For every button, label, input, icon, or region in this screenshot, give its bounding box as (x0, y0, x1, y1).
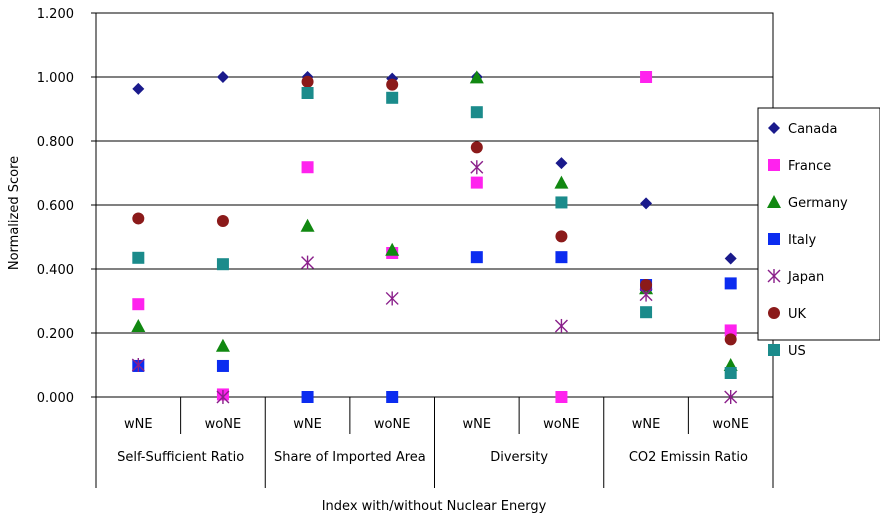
legend-label: US (788, 344, 806, 359)
y-axis-title: Normalized Score (7, 156, 22, 270)
legend-marker (768, 159, 780, 171)
data-point (216, 71, 229, 83)
legend-label: Canada (788, 122, 837, 137)
x-tick-label: woNE (543, 417, 580, 432)
legend-marker (768, 233, 780, 245)
data-point (554, 175, 569, 189)
data-point (640, 197, 653, 210)
x-tick-label: wNE (124, 417, 153, 432)
data-point (640, 279, 653, 291)
data-point (386, 78, 399, 91)
data-point (555, 196, 568, 209)
data-point (216, 215, 229, 227)
data-point (301, 87, 314, 99)
x-group-label: Share of Imported Area (274, 450, 426, 465)
data-point (470, 176, 483, 189)
data-point (386, 91, 399, 104)
x-axis: wNE woNE Self-Sufficient Ratio wNE woNE Share… (95, 397, 774, 488)
data-point (131, 358, 145, 372)
data-point (131, 318, 146, 332)
data-point (470, 160, 484, 175)
data-point (216, 359, 229, 372)
data-point (469, 70, 484, 84)
data-point (385, 291, 399, 306)
series-canada (132, 71, 737, 265)
data-point (470, 141, 483, 154)
data-point (640, 71, 653, 83)
legend-label: Germany (788, 196, 848, 211)
data-point (216, 390, 230, 404)
data-point (215, 338, 230, 352)
x-tick-label: wNE (293, 417, 322, 432)
legend-label: France (788, 159, 831, 174)
legend-marker (767, 269, 781, 283)
data-point (555, 251, 568, 264)
x-group-label: CO2 Emissin Ratio (629, 450, 748, 465)
x-tick-label: woNE (374, 417, 411, 432)
data-point (301, 75, 314, 88)
series-uk (132, 75, 737, 346)
y-tick-label: 0.000 (37, 391, 74, 406)
data-point (724, 324, 737, 337)
x-axis-title: Index with/without Nuclear Energy (322, 499, 547, 514)
x-group-label: Self-Sufficient Ratio (117, 450, 244, 465)
legend-marker (768, 307, 780, 319)
data-point (724, 277, 737, 290)
data-point (301, 255, 315, 270)
series-japan (131, 160, 738, 404)
data-point (555, 391, 568, 403)
data-point (216, 258, 229, 271)
y-tick-label: 1.200 (37, 7, 74, 22)
y-tick-label: 0.400 (37, 263, 74, 278)
legend-marker (768, 344, 780, 356)
series-us (132, 87, 737, 379)
legend-marker (768, 122, 780, 134)
data-point (724, 333, 737, 346)
series-italy (132, 251, 737, 403)
data-point (132, 82, 145, 95)
legend: Canada France Germany Italy Japan UK US (757, 107, 880, 359)
data-point (724, 367, 737, 379)
series-france (132, 71, 737, 403)
y-tick-label: 0.200 (37, 327, 74, 342)
x-tick-label: woNE (205, 417, 242, 432)
legend-label: Japan (787, 270, 824, 285)
data-point (386, 391, 399, 403)
data-point (555, 230, 568, 243)
legend-label: UK (788, 307, 807, 322)
data-point (300, 218, 315, 232)
data-point (301, 391, 314, 403)
data-point (301, 161, 314, 174)
x-tick-label: wNE (632, 417, 661, 432)
legend-label: Italy (788, 233, 817, 248)
y-tick-label: 0.600 (37, 199, 74, 214)
y-axis: 0.000 0.200 0.400 0.600 0.800 1.000 1.200 (37, 7, 96, 406)
data-point (554, 318, 568, 333)
y-tick-label: 0.800 (37, 135, 74, 150)
data-point (385, 242, 400, 256)
data-point (132, 298, 145, 311)
data-point (724, 390, 738, 404)
data-point (724, 252, 737, 265)
data-points (131, 70, 738, 404)
gridlines (95, 12, 774, 398)
x-tick-label: wNE (463, 417, 492, 432)
legend-box (757, 107, 880, 341)
data-point (640, 306, 653, 319)
x-tick-label: woNE (712, 417, 749, 432)
data-point (132, 251, 145, 264)
y-tick-label: 1.000 (37, 71, 74, 86)
x-group-label: Diversity (490, 450, 548, 465)
data-point (132, 212, 145, 225)
data-point (470, 251, 483, 264)
data-point (470, 106, 483, 119)
data-point (555, 157, 568, 170)
legend-marker (767, 195, 781, 208)
